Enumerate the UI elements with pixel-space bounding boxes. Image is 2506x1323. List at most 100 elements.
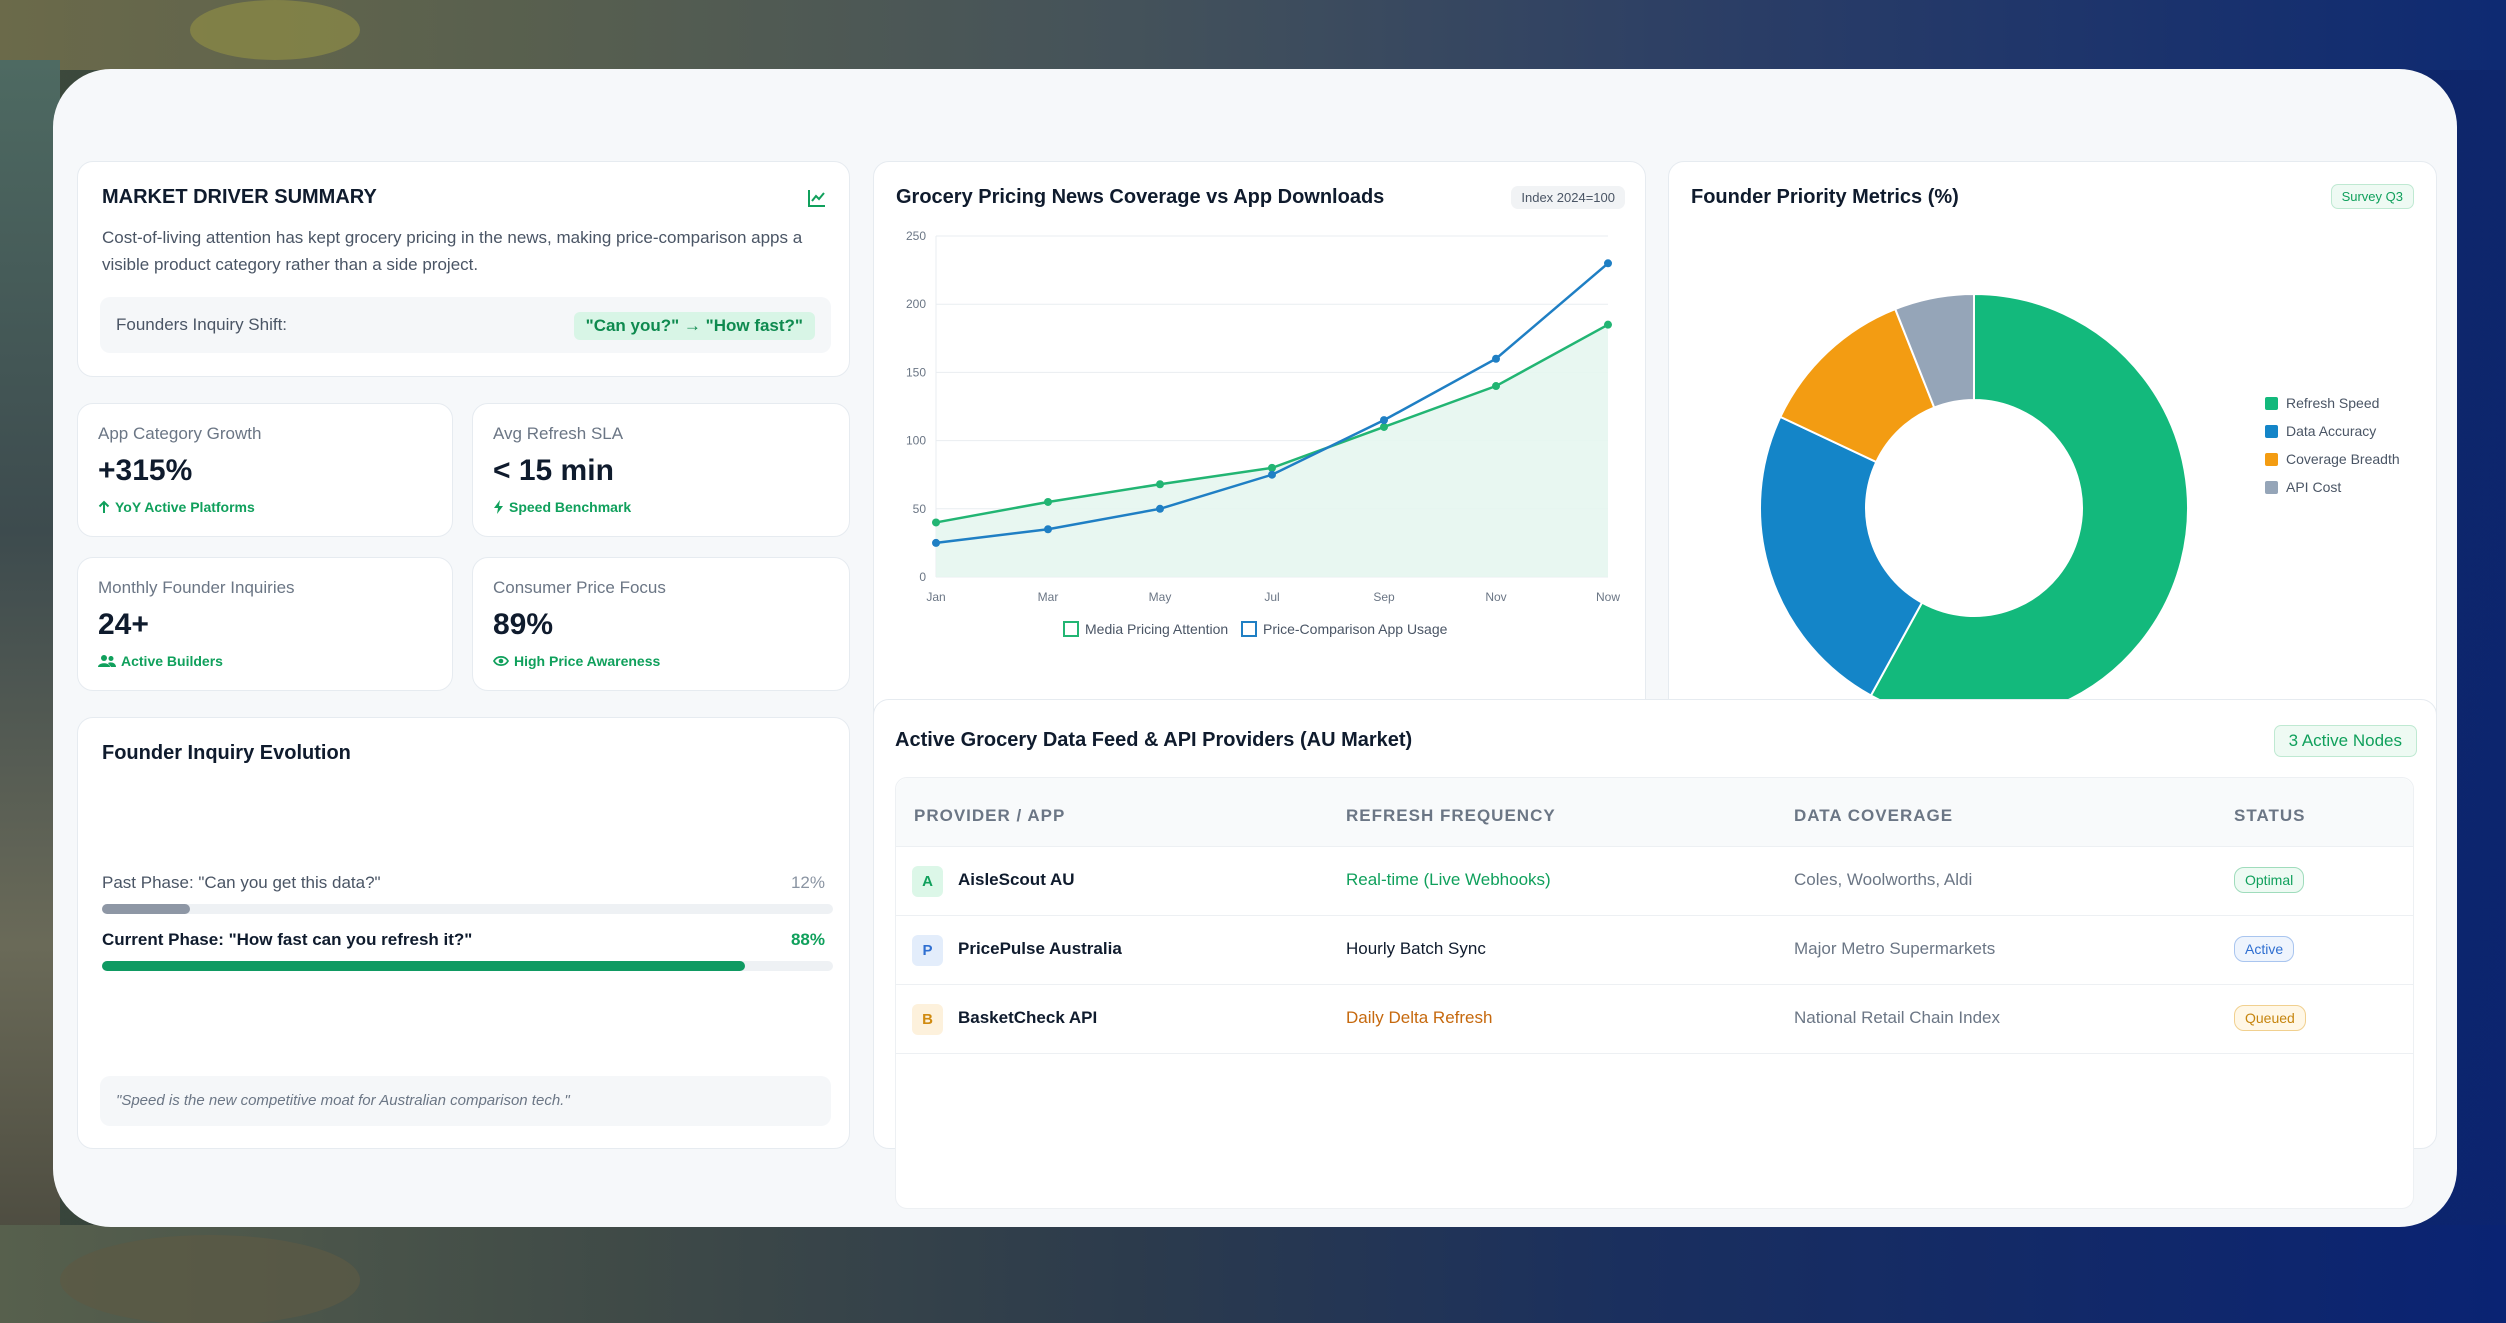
data-point [1156,480,1164,489]
current-phase-bar-fill [102,961,746,971]
y-tick-label: 50 [913,502,927,516]
refresh-frequency: Hourly Batch Sync [1346,939,1486,958]
table-row[interactable]: B BasketCheck API Daily Delta Refresh Na… [896,985,2413,1054]
kpi-value: 24+ [98,608,149,641]
kpi-sub-text: Active Builders [121,653,223,669]
market-driver-card: MARKET DRIVER SUMMARY Cost-of-living att… [77,161,850,377]
kpi-card-refresh-sla: Avg Refresh SLA < 15 min Speed Benchmark [472,403,850,537]
background-decor [60,1235,360,1323]
data-point [1044,497,1052,506]
x-tick-label: Nov [1485,590,1506,604]
kpi-sub: Active Builders [98,653,223,669]
line-chart-title: Grocery Pricing News Coverage vs App Dow… [896,186,1385,208]
x-tick-label: Now [1596,590,1620,604]
table-header: PROVIDER / APP REFRESH FREQUENCY DATA CO… [896,778,2413,847]
legend-swatch [2265,425,2278,438]
media-attention-area [936,324,1608,577]
kpi-card-founder-inquiries: Monthly Founder Inquiries 24+ Active Bui… [77,557,453,691]
past-phase-bar [102,904,833,914]
background-photo-bottom [0,1225,2506,1323]
market-driver-title: MARKET DRIVER SUMMARY [102,186,377,208]
line-chart-card: Grocery Pricing News Coverage vs App Dow… [873,161,1646,744]
provider-avatar: P [912,935,943,966]
kpi-label: App Category Growth [98,424,262,443]
refresh-frequency: Daily Delta Refresh [1346,1008,1493,1027]
data-point [1380,422,1388,431]
donut-chart-title: Founder Priority Metrics (%) [1691,186,1959,208]
data-coverage: Coles, Woolworths, Aldi [1794,870,1973,889]
donut-slice-api-cost [1893,292,1975,409]
status-badge: Optimal [2234,867,2305,893]
kpi-label: Consumer Price Focus [493,578,666,597]
background-decor [190,0,360,60]
donut-chart: Refresh Speed Data Accuracy Coverage Bread… [1759,292,2400,723]
status-badge: Active [2234,936,2295,962]
legend-label: Coverage Breadth [2286,451,2400,467]
legend-swatch [2265,481,2278,494]
eye-icon [493,655,509,667]
y-tick-label: 250 [906,229,926,243]
data-point [1492,354,1500,363]
provider-name[interactable]: BasketCheck API [958,1008,1098,1027]
inquiry-shift-box: Founders Inquiry Shift: "Can you?" → "Ho… [100,297,831,353]
providers-title: Active Grocery Data Feed & API Providers… [895,729,1413,751]
data-point [1044,525,1052,534]
data-point [1380,416,1388,425]
kpi-sub: YoY Active Platforms [98,499,255,515]
y-tick-label: 0 [919,570,926,584]
kpi-sub-text: Speed Benchmark [509,499,632,515]
data-coverage: Major Metro Supermarkets [1794,939,1996,958]
header-provider: PROVIDER / APP [914,806,1066,825]
data-point [1268,470,1276,479]
kpi-value: 89% [493,608,554,641]
users-icon [98,655,116,667]
donut-chart-card: Founder Priority Metrics (%) Survey Q3 R… [1668,161,2437,744]
table-row[interactable]: A AisleScout AU Real-time (Live Webhooks… [896,847,2413,916]
kpi-sub-text: YoY Active Platforms [115,499,255,515]
x-tick-label: May [1149,590,1172,604]
past-phase-label: Past Phase: "Can you get this data?" [102,873,381,892]
data-point [1156,504,1164,513]
legend-label: Media Pricing Attention [1085,621,1228,637]
provider-avatar: B [912,1004,943,1035]
kpi-sub: Speed Benchmark [493,499,631,515]
providers-section: Active Grocery Data Feed & API Providers… [873,699,2437,1209]
inquiry-evolution-card: Founder Inquiry Evolution Past Phase: "C… [77,717,850,1149]
current-phase-bar [102,961,833,971]
chart-line-icon[interactable] [807,188,827,208]
kpi-sub-text: High Price Awareness [514,653,661,669]
current-phase-label: Current Phase: "How fast can you refresh… [102,930,473,949]
arrow-up-icon [98,500,110,513]
x-tick-label: Mar [1038,590,1059,604]
quote-text: "Speed is the new competitive moat for A… [116,1092,570,1109]
active-nodes-badge: 3 Active Nodes [2273,725,2417,757]
legend-label: Price-Comparison App Usage [1263,621,1448,637]
y-tick-label: 200 [906,297,926,311]
header-frequency: REFRESH FREQUENCY [1346,806,1556,825]
line-chart-badge: Index 2024=100 [1511,186,1625,209]
legend-label: API Cost [2286,479,2341,495]
donut-chart-badge: Survey Q3 [2330,184,2414,209]
data-point [1604,320,1612,329]
inquiry-shift-badge: "Can you?" → "How fast?" [573,312,815,340]
header-status: STATUS [2234,806,2306,825]
past-phase-bar-fill [102,904,190,914]
background-photo-left [0,60,60,1240]
provider-name[interactable]: AisleScout AU [958,870,1075,889]
provider-name[interactable]: PricePulse Australia [958,939,1122,958]
kpi-label: Monthly Founder Inquiries [98,578,295,597]
data-point [1492,382,1500,391]
provider-avatar: A [912,866,943,897]
y-tick-label: 150 [906,365,926,379]
table-row[interactable]: P PricePulse Australia Hourly Batch Sync… [896,916,2413,985]
current-phase-value: 88% [790,930,825,949]
background-photo-top [0,0,2506,70]
x-tick-label: Jan [926,590,945,604]
line-chart: 0 50 100 150 200 250 Jan Mar May Jul Sep Nov Now Medi… [906,229,1620,637]
bolt-icon [494,500,503,514]
kpi-label: Avg Refresh SLA [493,424,624,443]
legend-swatch [2265,453,2278,466]
kpi-card-price-focus: Consumer Price Focus 89% High Price Awar… [472,557,850,691]
legend-swatch [1241,621,1257,637]
status-badge: Queued [2234,1005,2306,1031]
